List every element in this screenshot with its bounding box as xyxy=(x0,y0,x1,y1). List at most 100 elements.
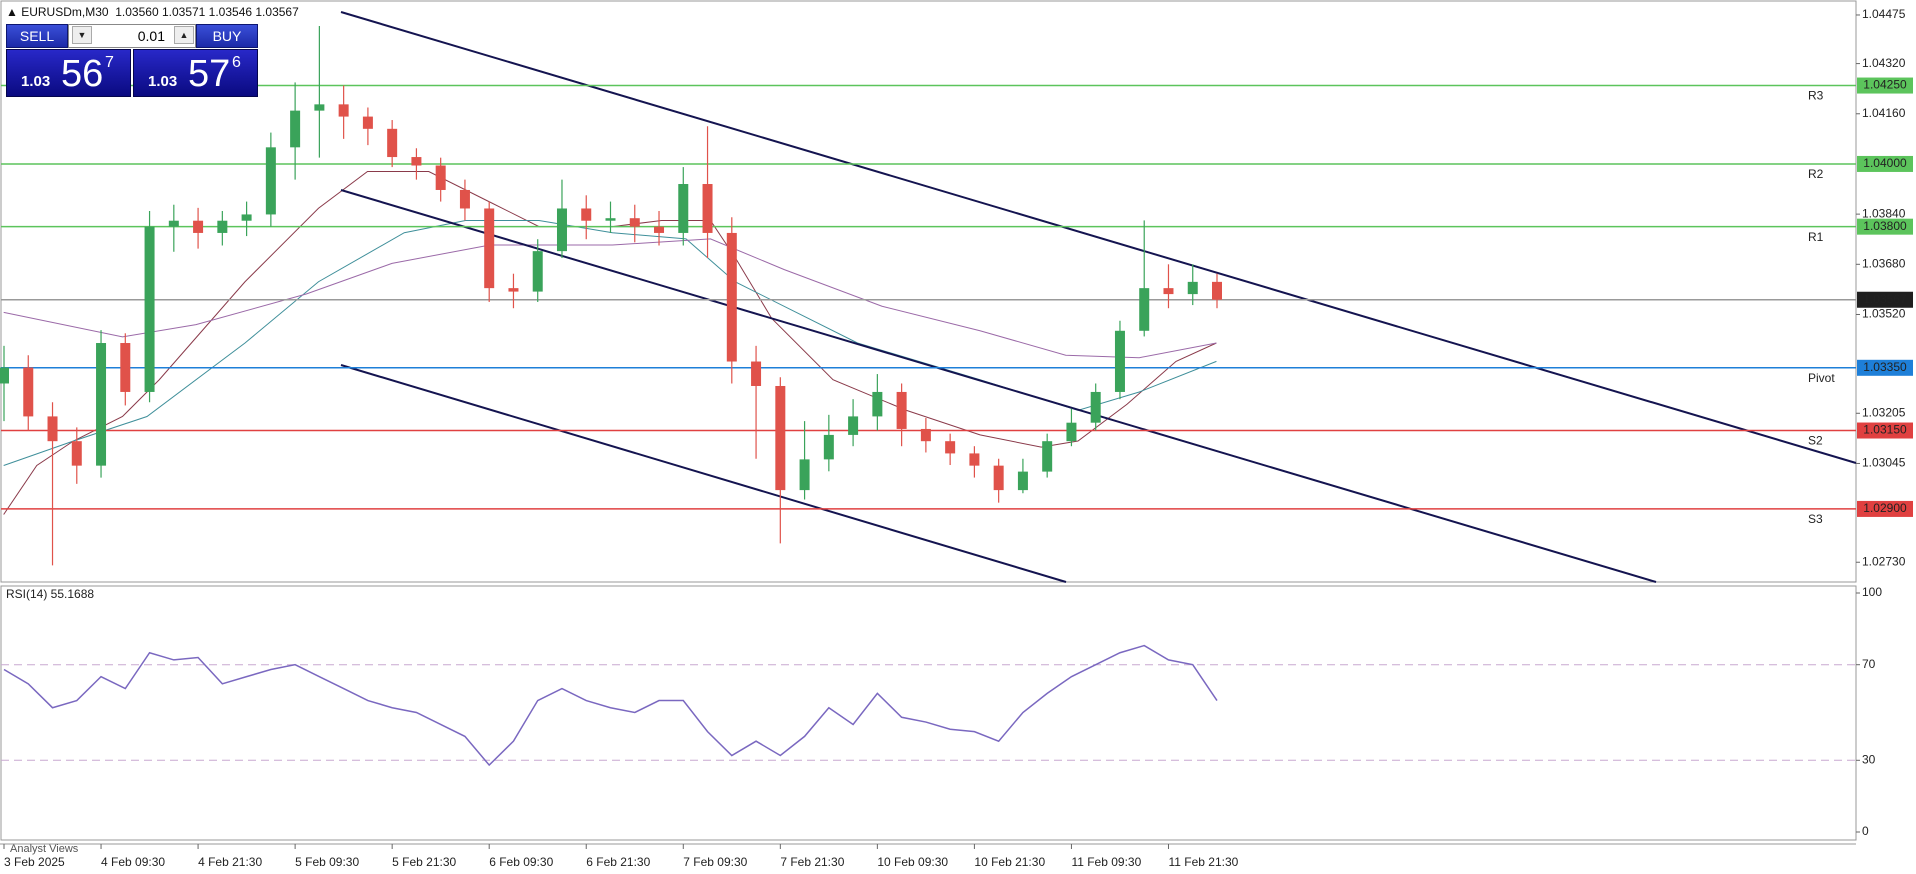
trend-line xyxy=(340,189,1657,583)
level-label-box xyxy=(1857,77,1913,94)
candle-body xyxy=(1017,471,1028,491)
y-tick-label: 1.02730 xyxy=(1862,554,1906,568)
y-tick-label: 0 xyxy=(1862,824,1869,838)
level-name: R1 xyxy=(1808,230,1824,244)
ma-slow xyxy=(4,239,1217,358)
candle-body xyxy=(1163,288,1174,295)
channel xyxy=(340,11,1857,583)
candle-body xyxy=(799,459,810,491)
trade-panel: SELL 0.01 ▼ ▲ BUY 1.03 56 7 1.03 57 6 xyxy=(6,24,258,97)
candle-body xyxy=(969,453,980,466)
bid-big: 1.03 xyxy=(21,73,51,90)
candle-body xyxy=(920,428,931,442)
sell-button[interactable]: SELL xyxy=(6,24,68,48)
analyst-views-tab[interactable]: Analyst Views xyxy=(10,843,79,855)
ma-mid xyxy=(4,221,1217,466)
lot-down[interactable]: ▼ xyxy=(72,26,92,44)
level-label-box xyxy=(1857,359,1913,376)
x-tick-label: 3 Feb 2025 xyxy=(4,855,65,869)
candle-body xyxy=(23,367,34,417)
level-label: 1.03350 xyxy=(1863,360,1907,374)
candle-body xyxy=(848,416,859,435)
x-tick-label: 11 Feb 09:30 xyxy=(1071,855,1141,869)
x-tick-label: 11 Feb 21:30 xyxy=(1168,855,1238,869)
candle-body xyxy=(993,465,1004,491)
level-label: 1.03150 xyxy=(1863,423,1907,437)
x-tick-label: 5 Feb 21:30 xyxy=(392,855,456,869)
level-label: 1.04250 xyxy=(1863,78,1907,92)
candle-body xyxy=(338,104,349,117)
candle-body xyxy=(702,184,713,233)
candle-body xyxy=(1042,441,1053,472)
level-name: S3 xyxy=(1808,512,1823,526)
y-tick-label: 1.03680 xyxy=(1862,256,1906,270)
symbol-header: ▲ EURUSDm,M30 1.03560 1.03571 1.03546 1.… xyxy=(6,5,299,19)
price-pane xyxy=(0,0,1857,583)
level-label: 1.02900 xyxy=(1863,501,1907,515)
candle-body xyxy=(1139,288,1150,331)
candle-body xyxy=(532,251,543,292)
trend-line xyxy=(340,364,1067,583)
candle-body xyxy=(1187,281,1198,295)
level-label-box xyxy=(1857,155,1913,172)
candle-body xyxy=(896,391,907,429)
x-tick-label: 4 Feb 09:30 xyxy=(101,855,165,869)
candle-body xyxy=(241,214,252,221)
candle-body xyxy=(217,220,228,233)
level-label: 1.04000 xyxy=(1863,156,1907,170)
lot-up[interactable]: ▲ xyxy=(174,26,194,44)
candle-body xyxy=(508,288,519,292)
ask-quote[interactable]: 1.03 57 6 xyxy=(133,49,258,97)
candle-body xyxy=(265,147,276,215)
y-tick-label: 1.03205 xyxy=(1862,405,1906,419)
candle-body xyxy=(1090,391,1101,423)
candle-body xyxy=(168,220,179,227)
ask-big: 1.03 xyxy=(148,73,178,90)
candle-body xyxy=(775,385,786,491)
level-name: S2 xyxy=(1808,434,1823,448)
candle-body xyxy=(556,208,567,252)
y-tick-label: 1.03520 xyxy=(1862,307,1906,321)
x-tick-label: 7 Feb 09:30 xyxy=(683,855,747,869)
candle-body xyxy=(459,189,470,209)
y-tick-label: 1.04475 xyxy=(1862,7,1906,21)
rsi-pane xyxy=(0,585,1857,841)
candle-body xyxy=(1114,330,1125,392)
level-name: Pivot xyxy=(1808,371,1835,385)
y-tick-label: 1.03045 xyxy=(1862,456,1906,470)
level-label: 1.03800 xyxy=(1863,219,1907,233)
candle-body xyxy=(71,441,82,466)
ask-pips: 57 xyxy=(188,53,231,95)
candle-body xyxy=(96,343,107,466)
y-tick-label: 100 xyxy=(1862,585,1882,599)
candle-body xyxy=(411,157,422,166)
x-tick-label: 4 Feb 21:30 xyxy=(198,855,262,869)
rsi-line xyxy=(3,644,1218,767)
candle-body xyxy=(629,218,640,227)
x-tick-label: 5 Feb 09:30 xyxy=(295,855,359,869)
candle-body xyxy=(290,110,301,148)
symbol: EURUSDm,M30 xyxy=(21,5,109,19)
level-label-box xyxy=(1857,500,1913,517)
y-tick-label: 1.04160 xyxy=(1862,106,1906,120)
buy-button[interactable]: BUY xyxy=(196,24,258,48)
level-name: R3 xyxy=(1808,89,1824,103)
candle-body xyxy=(945,441,956,454)
level-label-box xyxy=(1857,422,1913,439)
candle-body xyxy=(362,116,373,129)
candle-body xyxy=(1066,422,1077,442)
candle-body xyxy=(605,218,616,221)
ohlc: 1.03560 1.03571 1.03546 1.03567 xyxy=(115,5,299,19)
candle-body xyxy=(751,361,762,386)
bid-pips: 56 xyxy=(61,53,104,95)
candle-body xyxy=(387,128,398,158)
level-name: R2 xyxy=(1808,167,1824,181)
bid-quote[interactable]: 1.03 56 7 xyxy=(6,49,131,97)
y-tick-label: 30 xyxy=(1862,752,1876,766)
candle-body xyxy=(47,416,58,442)
candle-body xyxy=(654,226,665,233)
candle-body xyxy=(0,367,9,384)
x-tick-label: 10 Feb 09:30 xyxy=(877,855,948,869)
x-tick-label: 6 Feb 21:30 xyxy=(586,855,650,869)
